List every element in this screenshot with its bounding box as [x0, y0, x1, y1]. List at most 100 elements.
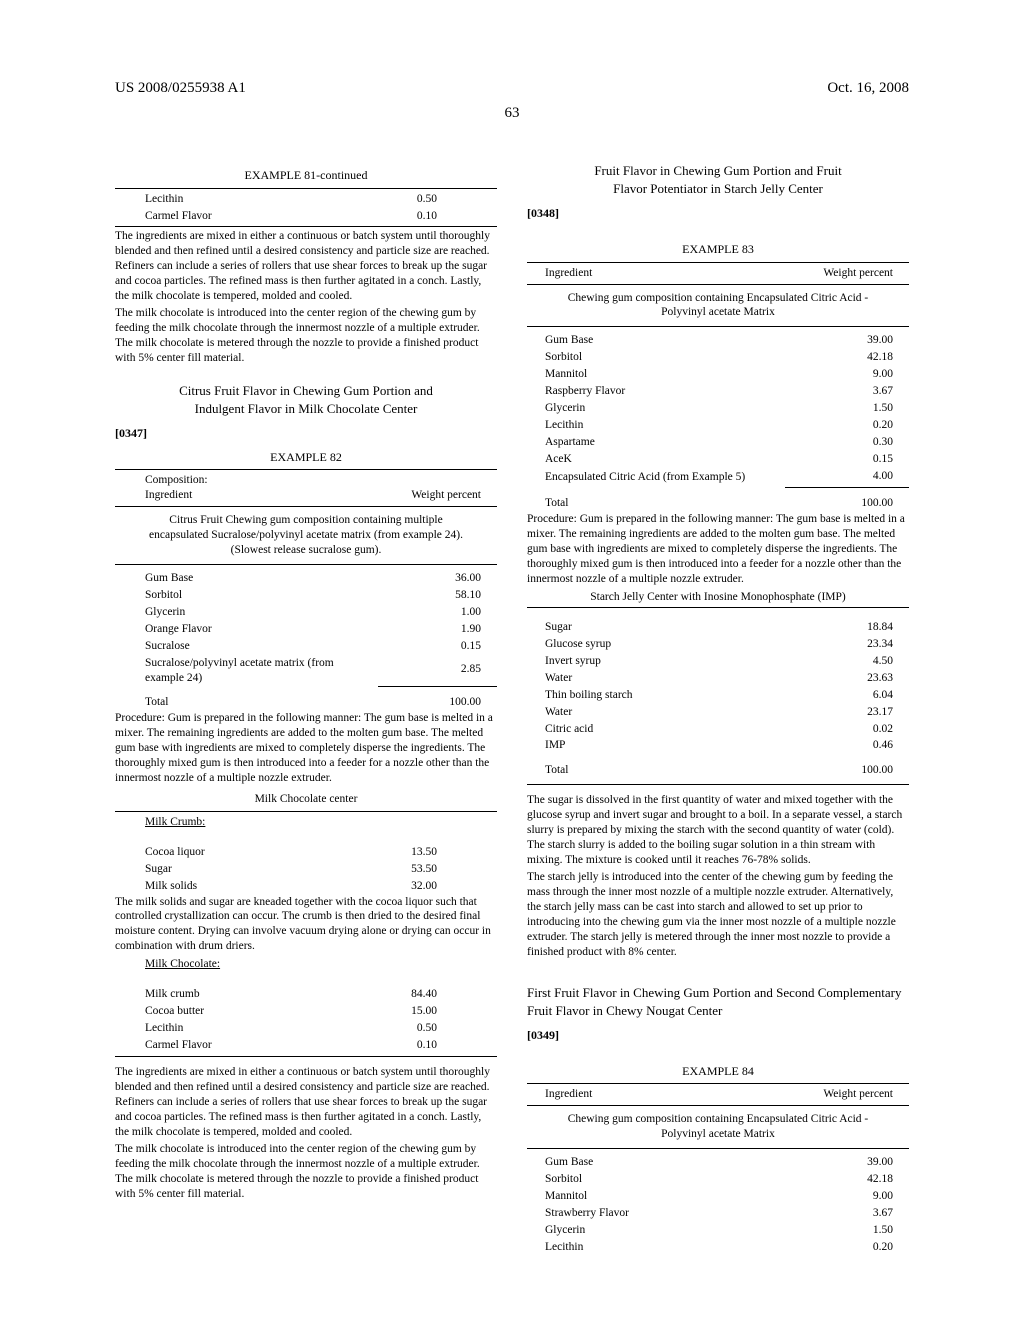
ingredient-cell: Strawberry Flavor — [527, 1205, 729, 1222]
example-84-title: EXAMPLE 84 — [527, 1064, 909, 1080]
value-cell: 0.15 — [785, 451, 909, 468]
value-cell: 2.85 — [378, 655, 497, 687]
right-column: Fruit Flavor in Chewing Gum Portion and … — [527, 162, 909, 1256]
ingredient-cell: Gum Base — [115, 565, 378, 587]
value-cell: 53.50 — [310, 861, 497, 878]
ingredient-cell: AceK — [527, 451, 785, 468]
ingredient-cell: Cocoa liquor — [115, 839, 310, 861]
ingredient-cell: Mannitol — [527, 366, 785, 383]
ingredient-cell: Lecithin — [527, 1239, 729, 1256]
ingredient-cell: Gum Base — [527, 327, 785, 349]
ingredient-cell: Thin boiling starch — [527, 687, 787, 704]
left-column: EXAMPLE 81-continued Lecithin0.50 Carmel… — [115, 162, 497, 1256]
milk-chocolate-table: Milk Chocolate center Milk Crumb: Cocoa … — [115, 788, 497, 895]
ingredient-cell: Citric acid — [527, 721, 787, 738]
example-81-table: Lecithin0.50 Carmel Flavor0.10 — [115, 188, 497, 228]
milk-chocolate-rows: Milk Chocolate: Milk crumb84.40Cocoa but… — [115, 956, 497, 1057]
total-label: Total — [527, 487, 785, 511]
table-subhead: Chewing gum composition containing Encap… — [527, 284, 909, 327]
value-cell: 3.67 — [785, 383, 909, 400]
patent-page: US 2008/0255938 A1 Oct. 16, 2008 63 EXAM… — [0, 0, 1024, 1296]
value-cell: 9.00 — [785, 366, 909, 383]
value-cell: 0.30 — [785, 434, 909, 451]
ingredient-cell: Encapsulated Citric Acid (from Example 5… — [527, 468, 785, 487]
ingredient-cell: Glycerin — [115, 604, 378, 621]
value-cell: 1.00 — [378, 604, 497, 621]
example-82-title: EXAMPLE 82 — [115, 450, 497, 466]
value-cell: 23.34 — [787, 636, 909, 653]
ingredient-cell: Sorbitol — [527, 1171, 729, 1188]
ingredient-cell: Glucose syrup — [527, 636, 787, 653]
value-cell: 0.20 — [785, 417, 909, 434]
value-cell: 23.17 — [787, 704, 909, 721]
crumb-label: Milk Crumb: — [115, 811, 497, 830]
ingredient-cell: Cocoa butter — [115, 1003, 317, 1020]
value-cell: 4.50 — [787, 653, 909, 670]
value-cell: 0.10 — [317, 1037, 497, 1054]
procedure-text: The ingredients are mixed in either a co… — [115, 1065, 497, 1140]
table-subhead: Milk Chocolate center — [115, 788, 497, 811]
value-cell: 42.18 — [729, 1171, 909, 1188]
total-value: 100.00 — [785, 487, 909, 511]
ingredient-cell: Orange Flavor — [115, 621, 378, 638]
ingredient-cell: Sugar — [115, 861, 310, 878]
value-cell: 15.00 — [317, 1003, 497, 1020]
value-cell: 0.50 — [317, 1020, 497, 1037]
value-cell: 0.46 — [787, 737, 909, 754]
value-cell: 0.15 — [378, 638, 497, 655]
table-header: Ingredient — [527, 1084, 729, 1106]
ingredient-cell: Milk crumb — [115, 981, 317, 1003]
ingredient-cell: Sucralose/polyvinyl acetate matrix (from… — [115, 655, 378, 687]
section-heading: Fruit Flavor in Chewing Gum Portion and … — [527, 162, 909, 198]
table-header: Ingredient — [527, 262, 785, 284]
ingredient-cell: Sorbitol — [527, 349, 785, 366]
value-cell: 0.50 — [323, 188, 497, 207]
table-subhead: Starch Jelly Center with Inosine Monopho… — [527, 588, 909, 607]
value-cell: 6.04 — [787, 687, 909, 704]
page-number: 63 — [115, 105, 909, 122]
value-cell: 0.20 — [729, 1239, 909, 1256]
procedure-text: The milk solids and sugar are kneaded to… — [115, 895, 497, 955]
ingredient-cell: Lecithin — [115, 1020, 317, 1037]
example-82-table: Composition: Ingredient Weight percent C… — [115, 469, 497, 711]
ingredient-cell: Invert syrup — [527, 653, 787, 670]
page-header: US 2008/0255938 A1 Oct. 16, 2008 — [115, 80, 909, 97]
ingredient-cell: Lecithin — [115, 188, 323, 207]
total-value: 100.00 — [378, 687, 497, 711]
example-83-title: EXAMPLE 83 — [527, 242, 909, 258]
ingredient-cell: Carmel Flavor — [115, 1037, 317, 1054]
table-header: Weight percent — [729, 1084, 909, 1106]
value-cell: 1.50 — [729, 1222, 909, 1239]
table-subhead: Chewing gum composition containing Encap… — [527, 1106, 909, 1149]
text-columns: EXAMPLE 81-continued Lecithin0.50 Carmel… — [115, 162, 909, 1256]
value-cell: 9.00 — [729, 1188, 909, 1205]
total-label: Total — [115, 687, 378, 711]
procedure-text: Procedure: Gum is prepared in the follow… — [527, 512, 909, 587]
value-cell: 0.10 — [323, 208, 497, 227]
table-subhead: Citrus Fruit Chewing gum composition con… — [115, 507, 497, 565]
ingredient-cell: Glycerin — [527, 400, 785, 417]
table-header: Composition: Ingredient — [115, 470, 378, 507]
publication-number: US 2008/0255938 A1 — [115, 80, 246, 97]
ingredient-cell: Sugar — [527, 614, 787, 636]
ingredient-cell: Milk solids — [115, 878, 310, 895]
ingredient-cell: Gum Base — [527, 1149, 729, 1171]
paragraph-number: [0348] — [527, 206, 909, 222]
example-83-table: Ingredient Weight percent Chewing gum co… — [527, 262, 909, 512]
publication-date: Oct. 16, 2008 — [827, 80, 909, 97]
value-cell: 42.18 — [785, 349, 909, 366]
ingredient-cell: IMP — [527, 737, 787, 754]
table-header: Weight percent — [378, 470, 497, 507]
value-cell: 39.00 — [729, 1149, 909, 1171]
value-cell: 3.67 — [729, 1205, 909, 1222]
procedure-text: The starch jelly is introduced into the … — [527, 870, 909, 960]
ingredient-cell: Aspartame — [527, 434, 785, 451]
ingredient-cell: Water — [527, 704, 787, 721]
paragraph-number: [0349] — [527, 1028, 909, 1044]
example-81-title: EXAMPLE 81-continued — [115, 168, 497, 184]
value-cell: 1.90 — [378, 621, 497, 638]
choc-label: Milk Chocolate: — [115, 956, 497, 973]
section-heading: Citrus Fruit Flavor in Chewing Gum Porti… — [115, 382, 497, 418]
table-header: Weight percent — [785, 262, 909, 284]
value-cell: 32.00 — [310, 878, 497, 895]
